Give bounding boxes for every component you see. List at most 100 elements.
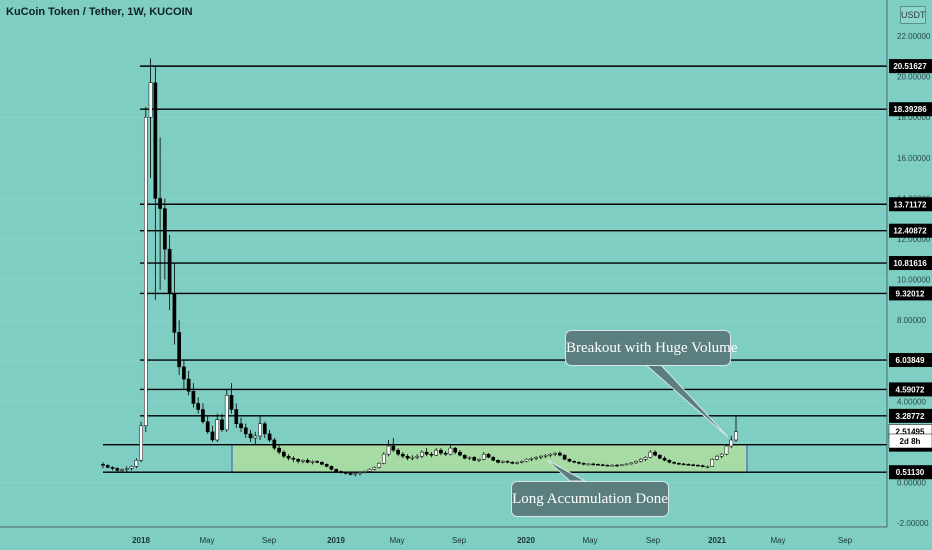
candle-body [443,452,448,455]
candle-body [610,464,615,467]
candle-body [201,409,205,422]
candle-body [553,452,557,455]
candle-body [105,465,110,468]
candle-body [667,460,672,463]
candle-body [415,455,419,458]
candle-body [334,469,339,472]
candle-body [124,468,129,470]
candle-body [191,391,196,404]
x-tick-label: 2019 [327,536,345,545]
candle-body [662,457,667,461]
level-label-box [889,382,932,397]
currency-button[interactable]: USDT [900,6,926,24]
level-label: 12.40872 [893,227,927,236]
candle-body [453,447,458,453]
candle-body [643,456,648,460]
level-label: 0.51130 [896,468,925,477]
candle-body [153,82,158,199]
candle-body [205,421,210,433]
candle-body [615,464,619,467]
x-tick-label: Sep [646,536,661,545]
candle-body [548,453,553,456]
candle-body [634,461,638,464]
x-tick-label: 2020 [517,536,535,545]
x-tick-label: 2021 [708,536,726,545]
x-tick-label: 2018 [132,536,150,545]
candle-body [134,460,139,467]
candle-body [367,469,372,472]
candle-body [167,248,172,295]
candle-body [410,456,415,459]
candle-body [491,456,496,461]
candle-body [324,464,329,467]
candle-body [315,461,320,463]
breakout-pointer [643,363,729,438]
candle-body [329,466,334,470]
x-tick-label: Sep [452,536,467,545]
price-label: 2d 8h [900,437,921,446]
y-tick-label: 18.00000 [897,113,931,122]
y-tick-label: 12.00000 [897,235,931,244]
candle-body [362,471,367,473]
candle-body [163,208,167,250]
candle-body [524,459,529,462]
level-label-box [889,59,932,74]
candle-body [724,445,729,455]
accumulation-callout: Long Accumulation Done [511,481,669,517]
candle-body [672,462,676,464]
candle-body [700,465,705,468]
candle-body [386,445,391,455]
candle-body [224,395,229,431]
candle-body [296,459,300,462]
candle-body [591,463,596,466]
candle-body [572,461,577,463]
level-label-box [889,102,932,117]
y-tick-label: -2.00000 [897,519,929,528]
level-label: 6.03849 [896,356,925,365]
candle-body [558,452,562,456]
candle-body [505,461,510,463]
candle-body [648,451,653,458]
candle-body [653,451,657,456]
candle-body [305,460,310,463]
accumulation-range [231,444,748,473]
level-label-box [889,465,932,480]
level-label: 18.39286 [893,105,927,114]
level-label: 13.71172 [894,200,927,209]
candle-body [500,461,505,463]
candle-body [139,425,143,461]
candle-body [458,451,462,456]
candle-body [101,464,105,466]
level-label: 4.59072 [896,385,925,394]
candle-body [481,453,486,460]
candles [101,58,738,477]
level-label: 10.81616 [893,259,927,268]
candle-body [534,456,538,459]
candle-body [353,473,358,475]
candle-body [581,463,586,465]
candle-body [243,427,248,435]
chart-title: KuCoin Token / Tether, 1W, KUCOIN [6,6,193,18]
candle-body [638,459,643,462]
candle-body [448,447,453,455]
x-tick-label: May [770,536,785,545]
candle-body [348,473,353,475]
candle-body [424,451,429,455]
candle-body [120,469,124,471]
candle-body [110,467,115,469]
candle-body [515,462,519,464]
candle-body [158,198,162,209]
candle-body [258,423,262,437]
resistance-lines [103,65,887,473]
y-tick-label: 10.00000 [897,276,931,285]
candle-body [301,460,305,462]
grid [0,35,887,524]
x-tick-label: Sep [838,536,853,545]
candle-body [310,461,315,463]
candle-body [186,378,191,392]
candle-body [220,419,224,431]
candle-body [605,464,610,467]
level-label-box [889,197,932,212]
candle-body [472,456,477,461]
